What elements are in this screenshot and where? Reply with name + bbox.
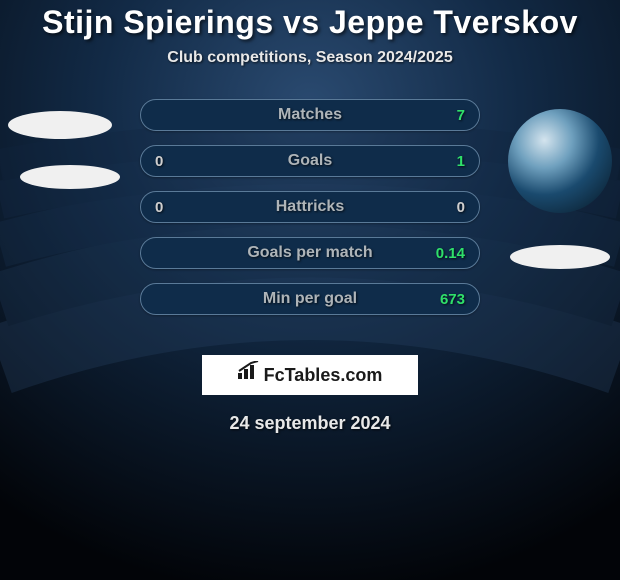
avatar-circle bbox=[508, 109, 612, 213]
stat-label: Hattricks bbox=[195, 198, 425, 216]
date-label: 24 september 2024 bbox=[0, 413, 620, 434]
comparison-title: Stijn Spierings vs Jeppe Tverskov bbox=[0, 0, 620, 41]
stat-row: 0Goals1 bbox=[140, 145, 480, 177]
stat-value-right: 7 bbox=[425, 107, 465, 124]
avatar-ellipse bbox=[20, 165, 120, 189]
stats-table: Matches70Goals10Hattricks0Goals per matc… bbox=[140, 99, 480, 329]
stat-row: Min per goal673 bbox=[140, 283, 480, 315]
player-right-avatar bbox=[508, 99, 612, 269]
avatar-ellipse bbox=[8, 111, 112, 139]
stat-value-right: 1 bbox=[425, 153, 465, 170]
stat-value-right: 0 bbox=[425, 199, 465, 216]
stat-row: 0Hattricks0 bbox=[140, 191, 480, 223]
stat-value-right: 673 bbox=[425, 291, 465, 308]
stat-row: Goals per match0.14 bbox=[140, 237, 480, 269]
stat-label: Goals bbox=[195, 152, 425, 170]
stat-row: Matches7 bbox=[140, 99, 480, 131]
stat-value-left: 0 bbox=[155, 199, 195, 216]
stat-value-right: 0.14 bbox=[425, 245, 465, 262]
stat-label: Goals per match bbox=[195, 244, 425, 262]
stat-label: Min per goal bbox=[195, 290, 425, 308]
brand-badge: FcTables.com bbox=[202, 355, 418, 395]
stat-label: Matches bbox=[195, 106, 425, 124]
avatar-ellipse bbox=[510, 245, 610, 269]
brand-text: FcTables.com bbox=[264, 355, 383, 395]
comparison-subtitle: Club competitions, Season 2024/2025 bbox=[0, 49, 620, 67]
chart-icon bbox=[238, 355, 260, 395]
stat-value-left: 0 bbox=[155, 153, 195, 170]
comparison-arena: Matches70Goals10Hattricks0Goals per matc… bbox=[0, 99, 620, 329]
player-left-avatar bbox=[8, 99, 120, 189]
